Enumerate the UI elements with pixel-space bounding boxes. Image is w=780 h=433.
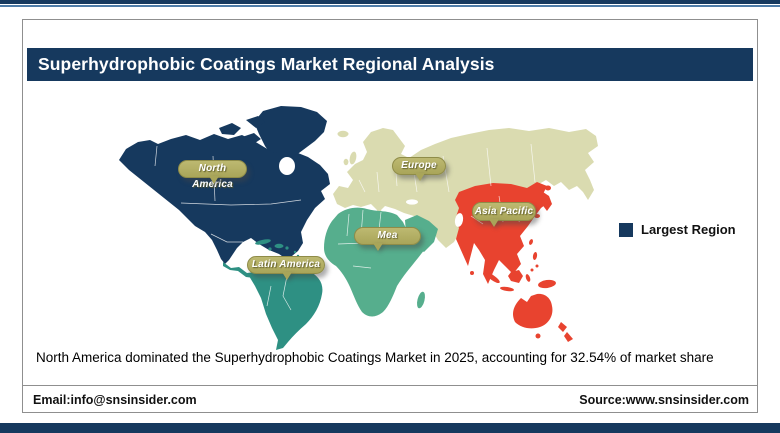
page-title: Superhydrophobic Coatings Market Regiona… bbox=[38, 54, 495, 74]
map-label-text: Europe bbox=[401, 160, 437, 171]
pointer-icon bbox=[373, 243, 383, 251]
map-label-asia-pacific: Asia Pacific bbox=[472, 202, 536, 227]
region-latin-america bbox=[223, 239, 323, 350]
top-accent-bar bbox=[0, 0, 780, 4]
pointer-icon bbox=[415, 173, 425, 181]
map-label-text: Asia Pacific bbox=[474, 206, 534, 217]
pointer-icon bbox=[489, 219, 499, 227]
footer-email: Email:info@snsinsider.com bbox=[33, 393, 197, 407]
map-label-europe: Europe bbox=[392, 157, 446, 181]
map-label-text: Mea bbox=[377, 230, 398, 241]
pointer-icon bbox=[282, 272, 292, 280]
footer-source: Source:www.snsinsider.com bbox=[579, 393, 749, 407]
top-accent-line bbox=[0, 5, 780, 7]
main-panel: Superhydrophobic Coatings Market Regiona… bbox=[22, 19, 758, 413]
world-map bbox=[119, 106, 598, 350]
bottom-accent-bar bbox=[0, 423, 780, 433]
map-label-north-america: North America bbox=[178, 160, 247, 190]
map-label-mea: Mea bbox=[354, 227, 421, 251]
map-label-latin-america: Latin America bbox=[247, 256, 325, 280]
pointer-icon bbox=[209, 176, 219, 184]
map-label-text: North America bbox=[192, 163, 233, 190]
inland-water bbox=[279, 157, 464, 227]
region-north-america bbox=[119, 106, 330, 266]
legend: Largest Region bbox=[619, 222, 736, 237]
legend-swatch bbox=[619, 222, 633, 237]
region-mea bbox=[324, 207, 438, 317]
legend-label: Largest Region bbox=[641, 222, 736, 237]
statement-text: North America dominated the Superhydroph… bbox=[36, 350, 714, 365]
map-label-text: Latin America bbox=[251, 259, 321, 270]
title-bar: Superhydrophobic Coatings Market Regiona… bbox=[27, 48, 753, 81]
footer-divider bbox=[23, 385, 757, 386]
